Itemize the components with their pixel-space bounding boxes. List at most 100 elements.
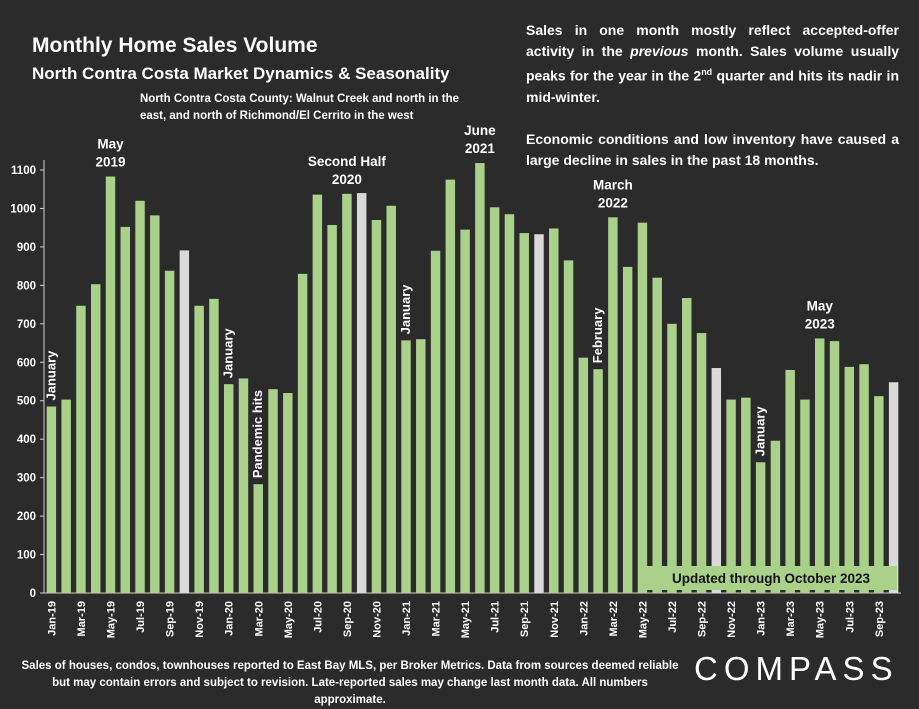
- bar: [829, 341, 840, 593]
- x-tick-label: May-22: [637, 601, 649, 638]
- x-tick-label: Jan-21: [401, 601, 413, 636]
- annotation-label: 2022: [598, 195, 628, 210]
- y-tick-label: 400: [17, 434, 36, 446]
- bar: [342, 193, 352, 594]
- bar: [489, 207, 500, 593]
- x-tick-label: Nov-22: [726, 601, 738, 638]
- y-tick-label: 100: [17, 550, 36, 562]
- bar: [652, 277, 662, 593]
- bar: [135, 200, 145, 593]
- x-tick-label: Nov-19: [194, 601, 206, 638]
- x-tick-label: Jul-22: [667, 601, 679, 633]
- x-tick-label: Nov-20: [371, 601, 383, 638]
- bar: [105, 176, 116, 593]
- bar: [445, 179, 456, 593]
- annotation-label: January: [753, 406, 768, 457]
- bar: [844, 366, 855, 593]
- x-tick-label: Jan-19: [46, 601, 58, 636]
- y-tick-label: 1000: [10, 203, 36, 215]
- bar: [770, 440, 781, 593]
- bar: [253, 484, 263, 593]
- x-tick-label: Jan-20: [224, 601, 236, 636]
- bar: [268, 389, 278, 593]
- annotation-label: January: [398, 284, 413, 335]
- bar: [755, 462, 766, 593]
- x-tick-label: Sep-23: [874, 601, 886, 637]
- bar: [578, 357, 589, 593]
- x-tick-label: Sep-19: [165, 601, 177, 637]
- bar: [682, 298, 692, 593]
- annotation-label: 2019: [95, 155, 125, 170]
- bar: [475, 163, 485, 593]
- bar: [726, 399, 736, 593]
- bar: [667, 323, 677, 593]
- bar: [711, 368, 722, 593]
- bar: [696, 333, 707, 593]
- bar: [741, 397, 751, 593]
- chart-title: Monthly Home Sales Volume: [32, 34, 318, 57]
- x-tick-label: Mar-23: [785, 601, 797, 636]
- x-tick-label: May-21: [460, 601, 472, 638]
- x-tick-label: May-20: [283, 601, 295, 638]
- x-tick-label: Mar-19: [76, 601, 88, 636]
- x-tick-label: Sep-21: [519, 601, 531, 637]
- x-tick-label: May-23: [815, 601, 827, 638]
- bar: [534, 234, 544, 593]
- annotation-label: 2021: [465, 141, 496, 156]
- commentary-emphasis: previous: [630, 43, 689, 59]
- compass-logo: COMPASS: [694, 650, 899, 687]
- x-tick-label: Mar-20: [253, 601, 265, 636]
- commentary-text: Sales in one month mostly reflect accept…: [526, 22, 899, 59]
- annotation-label: 2020: [332, 172, 362, 187]
- x-tick-label: Jul-19: [135, 601, 147, 633]
- bar: [622, 266, 633, 593]
- bar: [371, 219, 382, 593]
- y-tick-label: 900: [17, 242, 36, 254]
- annotation-label: January: [221, 328, 236, 379]
- x-tick-label: Sep-20: [342, 601, 354, 637]
- bar: [800, 399, 810, 593]
- x-tick-label: Jan-22: [578, 601, 590, 636]
- bar: [593, 369, 603, 593]
- bar: [859, 364, 869, 593]
- x-tick-label: Jul-23: [844, 601, 856, 633]
- y-tick-label: 0: [30, 588, 36, 600]
- bar: [312, 194, 323, 594]
- source-footnote: Sales of houses, condos, townhouses repo…: [21, 660, 679, 706]
- x-tick-label: Sep-22: [697, 601, 709, 637]
- bar: [283, 393, 293, 593]
- annotation-label: February: [590, 307, 605, 363]
- x-tick-label: May-19: [105, 601, 117, 638]
- commentary-paragraph-2: Economic conditions and low inventory ha…: [526, 130, 899, 168]
- bar: [120, 226, 130, 593]
- commentary-box: Sales in one month mostly reflect accept…: [526, 20, 899, 171]
- bar: [608, 217, 618, 594]
- scope-note: North Contra Costa County: Walnut Creek …: [140, 93, 460, 122]
- annotation-label: May: [97, 137, 124, 152]
- commentary-text: quarter and hits its nadir in mid-winter…: [526, 67, 899, 105]
- x-tick-label: Jan-23: [756, 601, 768, 636]
- bar: [549, 228, 559, 593]
- bar: [401, 340, 411, 593]
- annotation-label: March: [593, 177, 633, 192]
- y-tick-label: 500: [17, 396, 36, 408]
- bar: [430, 250, 441, 593]
- annotation-label: Pandemic hits: [250, 390, 265, 478]
- bar: [194, 305, 204, 593]
- bar: [164, 270, 175, 593]
- y-tick-label: 600: [17, 357, 36, 369]
- bar: [386, 205, 396, 593]
- bar: [90, 284, 101, 593]
- commentary-text: month. Sales volume usually peaks for th…: [526, 43, 899, 84]
- x-tick-label: Mar-21: [431, 601, 443, 636]
- bar: [327, 224, 337, 594]
- x-tick-label: Jul-20: [312, 601, 324, 633]
- bar: [179, 250, 190, 593]
- bar: [888, 382, 899, 593]
- bar: [416, 339, 426, 593]
- bar: [46, 406, 57, 593]
- bar: [223, 384, 234, 593]
- y-tick-label: 300: [17, 473, 36, 485]
- bar: [815, 338, 825, 593]
